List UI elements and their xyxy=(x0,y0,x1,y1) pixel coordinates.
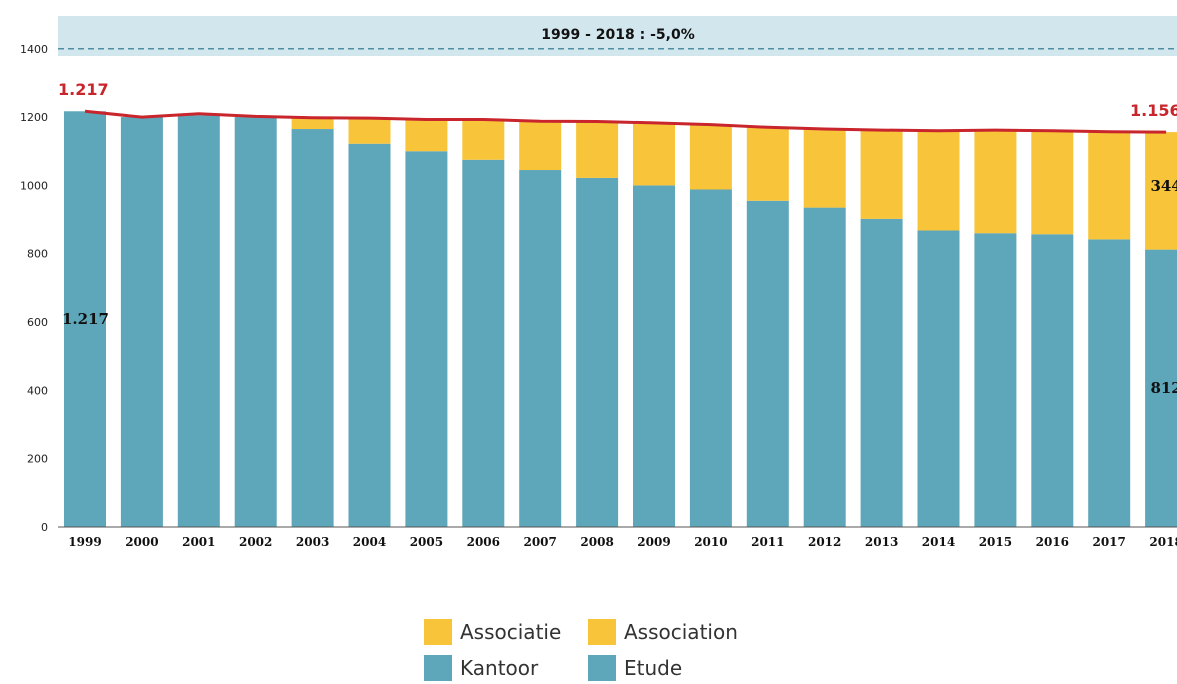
bar-associatie-2006 xyxy=(462,119,505,160)
legend-swatch-kantoor xyxy=(588,655,616,681)
x-tick-label: 2009 xyxy=(637,535,670,549)
x-tick-label: 2005 xyxy=(410,535,443,549)
bar-kantoor-2002 xyxy=(234,117,277,527)
total-trend-line xyxy=(84,109,1167,134)
legend-label-kantoor-fr: Etude xyxy=(624,656,683,680)
bar-kantoor-2011 xyxy=(746,200,789,527)
bar-associatie-2012 xyxy=(803,129,846,208)
bar-kantoor-2015 xyxy=(974,233,1017,527)
legend: Associatie Association Kantoor Etude xyxy=(424,619,764,683)
y-tick-label: 1200 xyxy=(20,111,48,124)
bar-associatie-2016 xyxy=(1031,130,1074,235)
x-tick-label: 2011 xyxy=(751,535,784,549)
legend-label-associatie-nl: Associatie xyxy=(460,620,562,644)
bars xyxy=(64,111,1177,528)
bar-kantoor-2012 xyxy=(803,207,846,527)
bar-associatie-2011 xyxy=(746,127,789,201)
bar-kantoor-2013 xyxy=(860,218,903,527)
banner-text: 1999 - 2018 : -5,0% xyxy=(541,27,694,43)
y-axis-ticks: 0 200 400 600 800 1000 1200 1400 xyxy=(20,43,48,534)
bar-kantoor-2007 xyxy=(519,170,562,527)
x-tick-label: 2017 xyxy=(1092,535,1125,549)
bar-kantoor-2018 xyxy=(1145,249,1177,528)
x-tick-label: 2002 xyxy=(239,535,272,549)
start-kantoor-label: 1.217 xyxy=(62,310,109,328)
bar-kantoor-2016 xyxy=(1031,234,1074,528)
bar-kantoor-2009 xyxy=(633,185,675,527)
x-tick-label: 2006 xyxy=(467,535,500,549)
bar-kantoor-2004 xyxy=(348,143,391,527)
y-tick-label: 800 xyxy=(27,248,48,261)
x-tick-label: 2003 xyxy=(296,535,329,549)
bar-kantoor-2003 xyxy=(291,129,334,527)
x-tick-label: 1999 xyxy=(68,535,101,549)
y-tick-label: 1400 xyxy=(20,43,48,56)
bar-associatie-2018 xyxy=(1145,132,1177,250)
end-total-label: 1.156 xyxy=(1130,101,1177,120)
bar-kantoor-2010 xyxy=(689,189,732,527)
bar-associatie-2014 xyxy=(917,130,960,231)
legend-label-associatie-fr: Association xyxy=(624,620,738,644)
legend-kantoor-fr: Etude xyxy=(588,655,682,681)
bar-associatie-2010 xyxy=(689,124,732,190)
y-tick-label: 600 xyxy=(27,316,48,329)
end-kantoor-label: 812 xyxy=(1150,379,1177,397)
x-tick-label: 2014 xyxy=(922,535,955,549)
x-tick-label: 2007 xyxy=(523,535,556,549)
bar-associatie-2015 xyxy=(974,130,1017,234)
y-tick-label: 200 xyxy=(27,453,48,466)
legend-swatch-associatie xyxy=(588,619,616,645)
x-tick-label: 2001 xyxy=(182,535,215,549)
bar-kantoor-2005 xyxy=(405,151,448,528)
bar-kantoor-2006 xyxy=(462,159,505,527)
x-tick-label: 2004 xyxy=(353,535,386,549)
stacked-bar-chart: 1999 - 2018 : -5,0% 0 200 400 600 800 1000 120… xyxy=(20,16,1177,549)
x-tick-label: 2012 xyxy=(808,535,841,549)
bar-kantoor-2014 xyxy=(917,230,960,527)
x-axis-ticks: 1999 2000 2001 2002 2003 2004 2005 2006 2007 2008… xyxy=(68,535,1177,549)
bar-associatie-2013 xyxy=(860,130,903,219)
legend-associatie-fr: Association xyxy=(588,619,738,645)
x-tick-label: 2008 xyxy=(580,535,613,549)
bar-associatie-2017 xyxy=(1088,131,1131,240)
end-associatie-label: 344 xyxy=(1150,177,1177,195)
bar-kantoor-2000 xyxy=(120,117,163,527)
x-tick-label: 2013 xyxy=(865,535,898,549)
bar-associatie-2009 xyxy=(633,122,675,186)
bar-associatie-2004 xyxy=(348,118,391,144)
bar-associatie-2003 xyxy=(291,117,334,130)
bar-associatie-2005 xyxy=(405,119,448,152)
legend-label-kantoor-nl: Kantoor xyxy=(460,656,539,680)
bar-kantoor-2001 xyxy=(177,115,220,527)
legend-kantoor-nl: Kantoor xyxy=(424,655,538,681)
y-tick-label: 400 xyxy=(27,384,48,397)
bar-associatie-2008 xyxy=(576,121,619,178)
x-tick-label: 2018 xyxy=(1149,535,1177,549)
legend-swatch-associatie xyxy=(424,619,452,645)
bar-kantoor-1999 xyxy=(64,111,106,527)
bar-kantoor-2008 xyxy=(576,177,619,527)
legend-associatie-nl: Associatie xyxy=(424,619,561,645)
legend-swatch-kantoor xyxy=(424,655,452,681)
x-tick-label: 2015 xyxy=(979,535,1012,549)
bar-associatie-2007 xyxy=(519,121,562,171)
bar-kantoor-2017 xyxy=(1088,239,1131,527)
y-tick-label: 0 xyxy=(41,521,48,534)
start-total-label: 1.217 xyxy=(58,80,109,99)
x-tick-label: 2010 xyxy=(694,535,727,549)
x-tick-label: 2000 xyxy=(125,535,158,549)
y-tick-label: 1000 xyxy=(20,179,48,192)
x-tick-label: 2016 xyxy=(1036,535,1069,549)
